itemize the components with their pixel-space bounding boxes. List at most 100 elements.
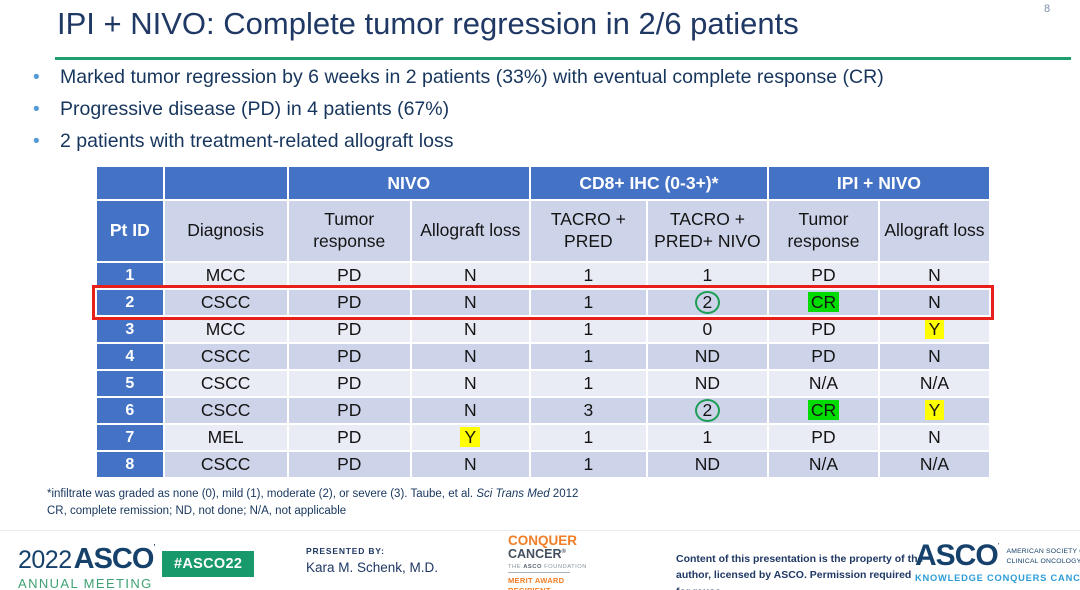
cell-value: PD	[811, 426, 836, 447]
bullet-text: Progressive disease (PD) in 4 patients (…	[60, 98, 450, 120]
asco-org-line-1: AMERICAN SOCIETY OF	[1006, 548, 1080, 555]
footnote: *infiltrate was graded as none (0), mild…	[47, 486, 578, 519]
table-cell: Y	[877, 396, 992, 425]
cell-value: PD	[337, 264, 362, 285]
table-cell: CR	[766, 396, 880, 425]
table-cell: PD	[286, 315, 412, 344]
presenter-block: PRESENTED BY: Kara M. Schenk, M.D.	[306, 546, 438, 575]
page-number: 8	[1044, 3, 1051, 15]
table-cell: 0	[645, 315, 769, 344]
cell-value: MEL	[207, 426, 244, 447]
column-header: Diagnosis	[162, 199, 289, 263]
foundation-line: THE ASCO FOUNDATION	[508, 564, 618, 570]
footnote-text: *infiltrate was graded as none (0), mild…	[47, 488, 477, 500]
conquer-word: CONQUER	[508, 533, 578, 548]
cell-value: 1	[583, 426, 594, 447]
table-cell: 1	[528, 369, 648, 398]
conquer-cancer-logo: CONQUER CANCER® THE ASCO FOUNDATION MERI…	[508, 533, 618, 590]
table-row: 3 MCC PD N 1 0 PD Y	[95, 315, 992, 344]
cell-value: N	[463, 453, 477, 474]
group-header: NIVO	[286, 165, 531, 201]
page-title: IPI + NIVO: Complete tumor regression in…	[57, 6, 799, 41]
table-cell: N/A	[766, 450, 880, 479]
foundation-post: FOUNDATION	[541, 563, 587, 570]
table-cell: 1	[528, 261, 648, 290]
title-divider	[55, 57, 1071, 60]
column-header: TACRO + PRED+ NIVO	[645, 199, 769, 263]
cancer-text: CANCER	[508, 547, 562, 562]
highlighted-value: Y	[924, 318, 945, 339]
bullet-text: 2 patients with treatment-related allogr…	[60, 130, 454, 152]
table-cell: PD	[766, 423, 880, 452]
table-cell: 1	[528, 423, 648, 452]
highlighted-value: CR	[807, 399, 840, 420]
cell-value: PD	[337, 453, 362, 474]
table-row: 7 MEL PD Y 1 1 PD N	[95, 423, 992, 452]
registered-mark-icon: ’	[153, 543, 156, 554]
pt-id-cell: 2	[95, 288, 165, 317]
cell-value: CSCC	[200, 453, 251, 474]
cell-value: N	[463, 399, 477, 420]
table-cell: ND	[645, 369, 769, 398]
table-cell: N	[409, 261, 531, 290]
cell-value: N	[928, 426, 941, 447]
meeting-brand: ASCO	[73, 543, 155, 575]
table-cell: PD	[286, 369, 412, 398]
bullet-item: • Progressive disease (PD) in 4 patients …	[33, 98, 884, 121]
table-cell: Y	[409, 423, 531, 452]
group-header-blank	[162, 165, 289, 201]
column-header: Pt ID	[95, 199, 165, 263]
presented-by-label: PRESENTED BY:	[306, 546, 385, 556]
footnote-line-2: CR, complete remission; ND, not done; N/…	[47, 504, 347, 517]
asco-wordmark: ASCO	[915, 539, 999, 572]
cell-value: N/A	[808, 372, 839, 393]
table-cell: N	[877, 423, 992, 452]
table-cell: PD	[286, 423, 412, 452]
table-cell: MCC	[162, 261, 289, 290]
cell-value: N	[463, 372, 477, 393]
asco-society-logo: ASCO ’ AMERICAN SOCIETY OF CLINICAL ONCO…	[915, 539, 1080, 584]
copyright-line-2: author, licensed by ASCO. Permission req…	[676, 569, 912, 590]
table-cell: ND	[645, 450, 769, 479]
foundation-pre: THE	[508, 563, 524, 570]
table-row: 1 MCC PD N 1 1 PD N	[95, 261, 992, 290]
cell-value: CSCC	[200, 291, 251, 312]
cell-value: PD	[337, 399, 362, 420]
footnote-journal: Sci Trans Med	[476, 488, 550, 500]
patient-table-wrap: NIVO CD8+ IHC (0-3+)* IPI + NIVO Pt ID Diagn…	[92, 165, 994, 479]
table-cell: N/A	[877, 369, 992, 398]
group-header-blank	[95, 165, 165, 201]
cell-value: N	[463, 264, 477, 285]
highlighted-value: CR	[807, 291, 840, 312]
asco-annual-meeting-wordmark: 2022ASCO’	[18, 543, 156, 576]
table-head: NIVO CD8+ IHC (0-3+)* IPI + NIVO Pt ID Diagn…	[95, 165, 992, 263]
column-header: Tumor response	[766, 199, 880, 263]
cell-value: CSCC	[200, 345, 251, 366]
registered-mark-icon: ’	[997, 542, 1000, 551]
table-cell: 1	[528, 288, 648, 317]
table-cell: CSCC	[162, 288, 289, 317]
table-cell: N	[409, 315, 531, 344]
cell-value: CSCC	[200, 372, 251, 393]
highlighted-value: Y	[460, 426, 481, 447]
presenter-name: Kara M. Schenk, M.D.	[306, 560, 439, 575]
cell-value: 1	[583, 345, 594, 366]
cell-value: 1	[583, 291, 594, 312]
cell-value: N/A	[919, 372, 950, 393]
cell-value: 3	[583, 399, 594, 420]
cell-value: N	[463, 291, 477, 312]
table-body: 1 MCC PD N 1 1 PD N 2 CSCC PD N 1 2 CR N 3 MCC PD N 1 0 PD Y 4 CS…	[92, 261, 994, 479]
cell-value: N/A	[919, 453, 950, 474]
cancer-word: CANCER®	[508, 548, 618, 561]
table-cell: CR	[766, 288, 880, 317]
table-cell: 2	[645, 396, 769, 425]
cell-value: N	[463, 318, 477, 339]
asco-annual-meeting-logo: 2022ASCO’ ANNUAL MEETING	[18, 543, 156, 590]
cell-value: MCC	[205, 318, 246, 339]
table-cell: 3	[528, 396, 648, 425]
table-cell: N	[409, 369, 531, 398]
table-cell: 1	[528, 315, 648, 344]
cell-value: ND	[694, 372, 721, 393]
table-row-highlighted: 2 CSCC PD N 1 2 CR N	[92, 285, 994, 320]
table-cell: N/A	[766, 369, 880, 398]
